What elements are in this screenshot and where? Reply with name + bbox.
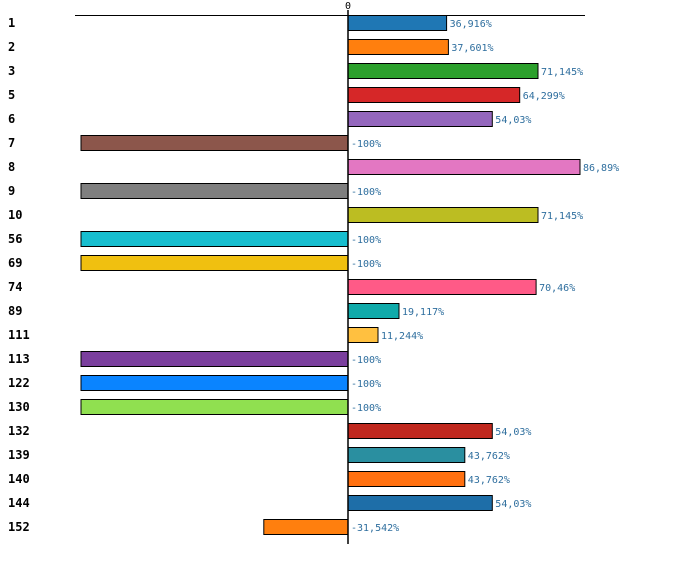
bar-122 bbox=[80, 375, 349, 391]
category-label-3: 3 bbox=[8, 64, 15, 78]
bar-10 bbox=[347, 207, 539, 223]
bars-group bbox=[80, 15, 581, 535]
value-label-144: 54,03% bbox=[495, 499, 531, 510]
bar-9 bbox=[80, 183, 349, 199]
value-label-5: 64,299% bbox=[523, 91, 565, 102]
value-label-9: -100% bbox=[351, 187, 381, 198]
category-label-1: 1 bbox=[8, 16, 15, 30]
bar-140 bbox=[347, 471, 466, 487]
category-label-111: 111 bbox=[8, 328, 30, 342]
value-label-152: -31,542% bbox=[351, 523, 399, 534]
bar-1 bbox=[347, 15, 448, 31]
category-label-89: 89 bbox=[8, 304, 22, 318]
bar-3 bbox=[347, 63, 539, 79]
value-label-140: 43,762% bbox=[468, 475, 510, 486]
value-label-1: 36,916% bbox=[450, 19, 492, 30]
bar-144 bbox=[347, 495, 493, 511]
value-labels-group: 36,916% 37,601% 71,145% 64,299% 54,03% -100% 8… bbox=[351, 19, 619, 534]
category-label-9: 9 bbox=[8, 184, 15, 198]
bar-6 bbox=[347, 111, 493, 127]
category-label-130: 130 bbox=[8, 400, 30, 414]
category-label-56: 56 bbox=[8, 232, 22, 246]
bar-69 bbox=[80, 255, 349, 271]
value-label-89: 19,117% bbox=[402, 307, 444, 318]
category-label-8: 8 bbox=[8, 160, 15, 174]
category-label-7: 7 bbox=[8, 136, 15, 150]
category-label-113: 113 bbox=[8, 352, 30, 366]
category-label-6: 6 bbox=[8, 112, 15, 126]
category-label-152: 152 bbox=[8, 520, 30, 534]
value-label-113: -100% bbox=[351, 355, 381, 366]
category-label-144: 144 bbox=[8, 496, 30, 510]
bar-7 bbox=[80, 135, 349, 151]
value-label-139: 43,762% bbox=[468, 451, 510, 462]
zero-tick-label: 0 bbox=[345, 1, 351, 12]
category-label-122: 122 bbox=[8, 376, 30, 390]
category-label-74: 74 bbox=[8, 280, 22, 294]
bar-2 bbox=[347, 39, 449, 55]
bar-152 bbox=[263, 519, 349, 535]
category-label-140: 140 bbox=[8, 472, 30, 486]
bar-139 bbox=[347, 447, 466, 463]
value-label-132: 54,03% bbox=[495, 427, 531, 438]
category-label-69: 69 bbox=[8, 256, 22, 270]
bar-132 bbox=[347, 423, 493, 439]
bar-113 bbox=[80, 351, 349, 367]
value-label-56: -100% bbox=[351, 235, 381, 246]
category-labels-group: 1235678910566974891111131221301321391401… bbox=[8, 16, 30, 534]
bar-5 bbox=[347, 87, 521, 103]
category-label-5: 5 bbox=[8, 88, 15, 102]
bar-111 bbox=[347, 327, 379, 343]
category-label-139: 139 bbox=[8, 448, 30, 462]
bar-130 bbox=[80, 399, 349, 415]
category-label-132: 132 bbox=[8, 424, 30, 438]
value-label-7: -100% bbox=[351, 139, 381, 150]
value-label-130: -100% bbox=[351, 403, 381, 414]
value-label-8: 86,89% bbox=[583, 163, 619, 174]
bar-74 bbox=[347, 279, 537, 295]
bar-56 bbox=[80, 231, 349, 247]
value-label-10: 71,145% bbox=[541, 211, 583, 222]
bar-89 bbox=[347, 303, 400, 319]
category-label-2: 2 bbox=[8, 40, 15, 54]
category-label-10: 10 bbox=[8, 208, 22, 222]
value-label-2: 37,601% bbox=[451, 43, 493, 54]
bar-8 bbox=[347, 159, 581, 175]
value-label-69: -100% bbox=[351, 259, 381, 270]
value-label-3: 71,145% bbox=[541, 67, 583, 78]
value-label-74: 70,46% bbox=[539, 283, 575, 294]
value-label-111: 11,244% bbox=[381, 331, 423, 342]
value-label-6: 54,03% bbox=[495, 115, 531, 126]
value-label-122: -100% bbox=[351, 379, 381, 390]
